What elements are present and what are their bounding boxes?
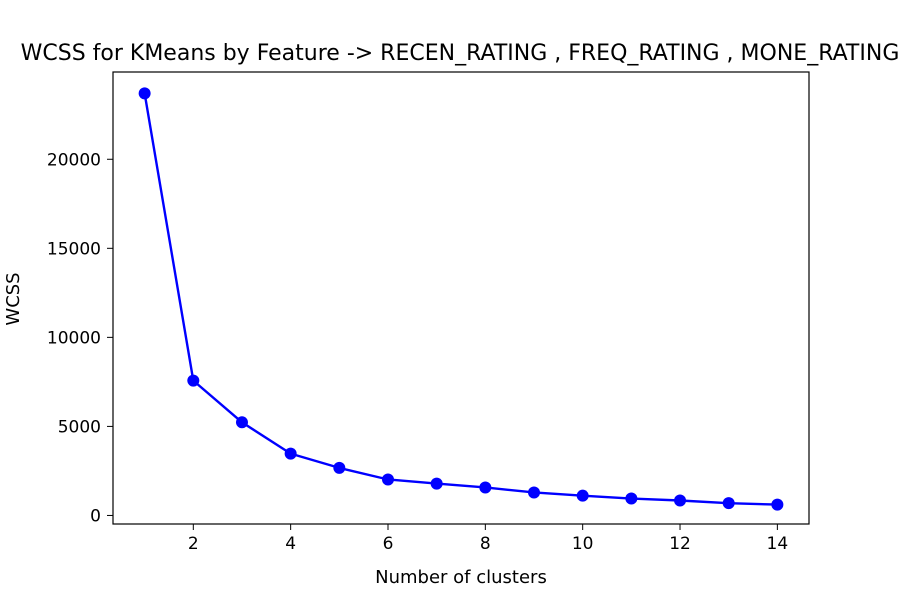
y-tick-label: 10000 <box>47 328 101 348</box>
y-tick-label: 0 <box>90 506 101 526</box>
plot-area: 2 4 6 8 10 12 14 0 5000 10000 15000 20000 <box>47 71 810 554</box>
x-axis-label: Number of clusters <box>375 567 547 588</box>
wcss-series-line <box>143 93 778 506</box>
chart-title: WCSS for KMeans by Feature -> RECEN_RATI… <box>21 41 900 66</box>
x-tick-label: 12 <box>669 534 691 554</box>
wcss-data-point <box>430 477 443 490</box>
x-tick-label: 8 <box>480 534 491 554</box>
y-tick-label: 15000 <box>47 239 101 259</box>
axes-frame <box>112 71 810 525</box>
wcss-data-point <box>528 486 541 499</box>
wcss-data-point <box>138 87 151 100</box>
wcss-data-point <box>187 374 200 387</box>
wcss-data-point <box>381 473 394 486</box>
x-tick-label: 14 <box>767 534 789 554</box>
wcss-data-point <box>479 481 492 494</box>
x-tick-label: 2 <box>188 534 199 554</box>
x-tick-label: 10 <box>572 534 594 554</box>
wcss-data-point <box>674 494 687 507</box>
wcss-data-point <box>771 498 784 511</box>
y-axis-label: WCSS <box>3 272 24 325</box>
y-tick-label: 20000 <box>47 150 101 170</box>
wcss-data-point <box>576 489 589 502</box>
wcss-data-point <box>625 492 638 505</box>
y-tick-label: 5000 <box>58 417 101 437</box>
wcss-data-point <box>284 447 297 460</box>
wcss-data-point <box>333 461 346 474</box>
x-tick-label: 6 <box>383 534 394 554</box>
wcss-data-point <box>722 497 735 510</box>
x-tick-label: 4 <box>285 534 296 554</box>
wcss-data-point <box>235 416 248 429</box>
